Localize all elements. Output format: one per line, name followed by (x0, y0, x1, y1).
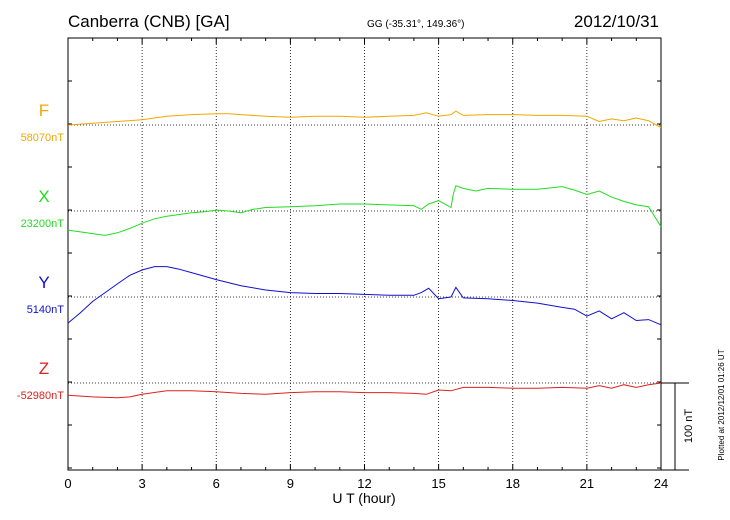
x-tick-label: 3 (139, 476, 146, 491)
station-title: Canberra (CNB) [GA] (68, 12, 230, 31)
x-tick-label: 9 (287, 476, 294, 491)
series-line-f (67, 110, 662, 129)
x-axis-ticks: 0 3 6 9 12 15 18 21 24 (64, 38, 668, 491)
series-labels: F 58070nT X 23200nT Y 5140nT Z -52980nT (17, 101, 64, 402)
series-line-x (67, 185, 662, 236)
x-tick-label: 0 (64, 476, 71, 491)
series-name-x: X (38, 187, 49, 206)
grid (68, 38, 661, 470)
baseline-label-z: -52980nT (17, 390, 64, 402)
x-tick-label: 18 (506, 476, 520, 491)
series-lines (67, 110, 662, 399)
series-name-f: F (39, 101, 49, 120)
series-line-y (67, 266, 662, 326)
baseline-label-x: 23200nT (21, 218, 65, 230)
x-tick-label: 24 (654, 476, 668, 491)
x-tick-label: 21 (580, 476, 594, 491)
x-tick-label: 15 (431, 476, 445, 491)
baseline-label-f: 58070nT (21, 132, 65, 144)
coordinates-label: GG (-35.31°, 149.36°) (367, 19, 465, 30)
series-line-z (67, 382, 662, 399)
series-name-y: Y (38, 273, 49, 292)
plotted-at-note: Plotted at 2012/12/01 01:26 UT (717, 349, 726, 460)
series-name-z: Z (39, 359, 49, 378)
x-axis-title: U T (hour) (332, 490, 395, 506)
scale-bar: 100 nT (661, 382, 695, 471)
baseline-label-y: 5140nT (27, 304, 65, 316)
date-label: 2012/10/31 (574, 12, 659, 31)
x-tick-label: 12 (357, 476, 371, 491)
scale-bar-label: 100 nT (683, 409, 695, 444)
x-tick-label: 6 (213, 476, 220, 491)
